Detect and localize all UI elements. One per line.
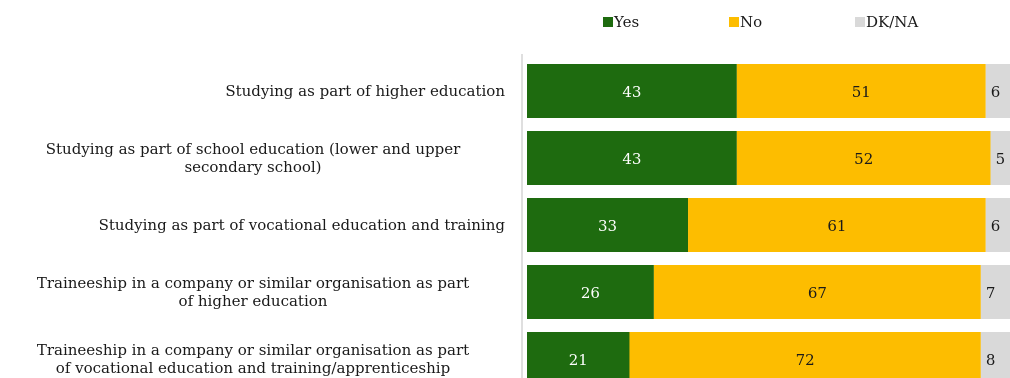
category-label: of vocational education and training/app… — [56, 359, 450, 377]
category-label: Studying as part of school education (lo… — [46, 140, 461, 158]
data-label-yes: 26 — [581, 284, 600, 302]
data-label-yes: 43 — [622, 150, 641, 168]
bar-segment-yes — [527, 332, 630, 378]
bar-segment-dk-na — [985, 64, 1010, 118]
data-label-dk-na: 6 — [991, 83, 1001, 101]
category-label: Studying as part of vocational education… — [99, 216, 506, 234]
data-label-dk-na: 8 — [986, 351, 996, 369]
legend-label-yes: Yes — [613, 13, 639, 31]
bar-segment-no — [736, 131, 991, 185]
data-label-yes: 21 — [569, 351, 588, 369]
legend-label-no: No — [740, 13, 762, 31]
bar-segment-no — [736, 64, 986, 118]
category-label: Studying as part of higher education — [225, 82, 505, 100]
category-label: Traineeship in a company or similar orga… — [37, 341, 469, 359]
legend-swatch-dk-na — [855, 17, 865, 27]
bar-segment-yes — [527, 198, 689, 252]
category-label: of higher education — [179, 292, 328, 310]
data-label-no: 72 — [796, 351, 815, 369]
data-label-yes: 33 — [598, 217, 617, 235]
bar-segment-yes — [527, 265, 654, 319]
data-label-no: 67 — [808, 284, 827, 302]
bars: 43 51 6 43 52 5 33 61 6 26 67 7 21 72 8 — [527, 64, 1010, 378]
legend: Yes No DK/NA — [603, 13, 918, 31]
data-label-dk-na: 6 — [991, 217, 1001, 235]
legend-label-dk-na: DK/NA — [866, 13, 918, 31]
bar-segment-yes — [527, 64, 737, 118]
legend-swatch-no — [729, 17, 739, 27]
data-label-no: 61 — [827, 217, 846, 235]
bar-segment-dk-na — [980, 265, 1010, 319]
category-label: Traineeship in a company or similar orga… — [37, 274, 469, 292]
data-label-no: 51 — [852, 83, 871, 101]
bar-segment-yes — [527, 131, 737, 185]
data-label-dk-na: 5 — [996, 150, 1006, 168]
bar-segment-no — [688, 198, 986, 252]
data-label-no: 52 — [854, 150, 873, 168]
data-label-yes: 43 — [622, 83, 641, 101]
bar-segment-dk-na — [980, 332, 1010, 378]
bar-segment-dk-na — [990, 131, 1010, 185]
legend-swatch-yes — [603, 17, 613, 27]
category-labels: Studying as part of higher education Stud… — [37, 82, 506, 377]
bar-segment-no — [629, 332, 981, 378]
data-label-dk-na: 7 — [986, 284, 996, 302]
bar-segment-no — [653, 265, 981, 319]
bar-segment-dk-na — [985, 198, 1010, 252]
category-label: secondary school) — [184, 158, 321, 176]
